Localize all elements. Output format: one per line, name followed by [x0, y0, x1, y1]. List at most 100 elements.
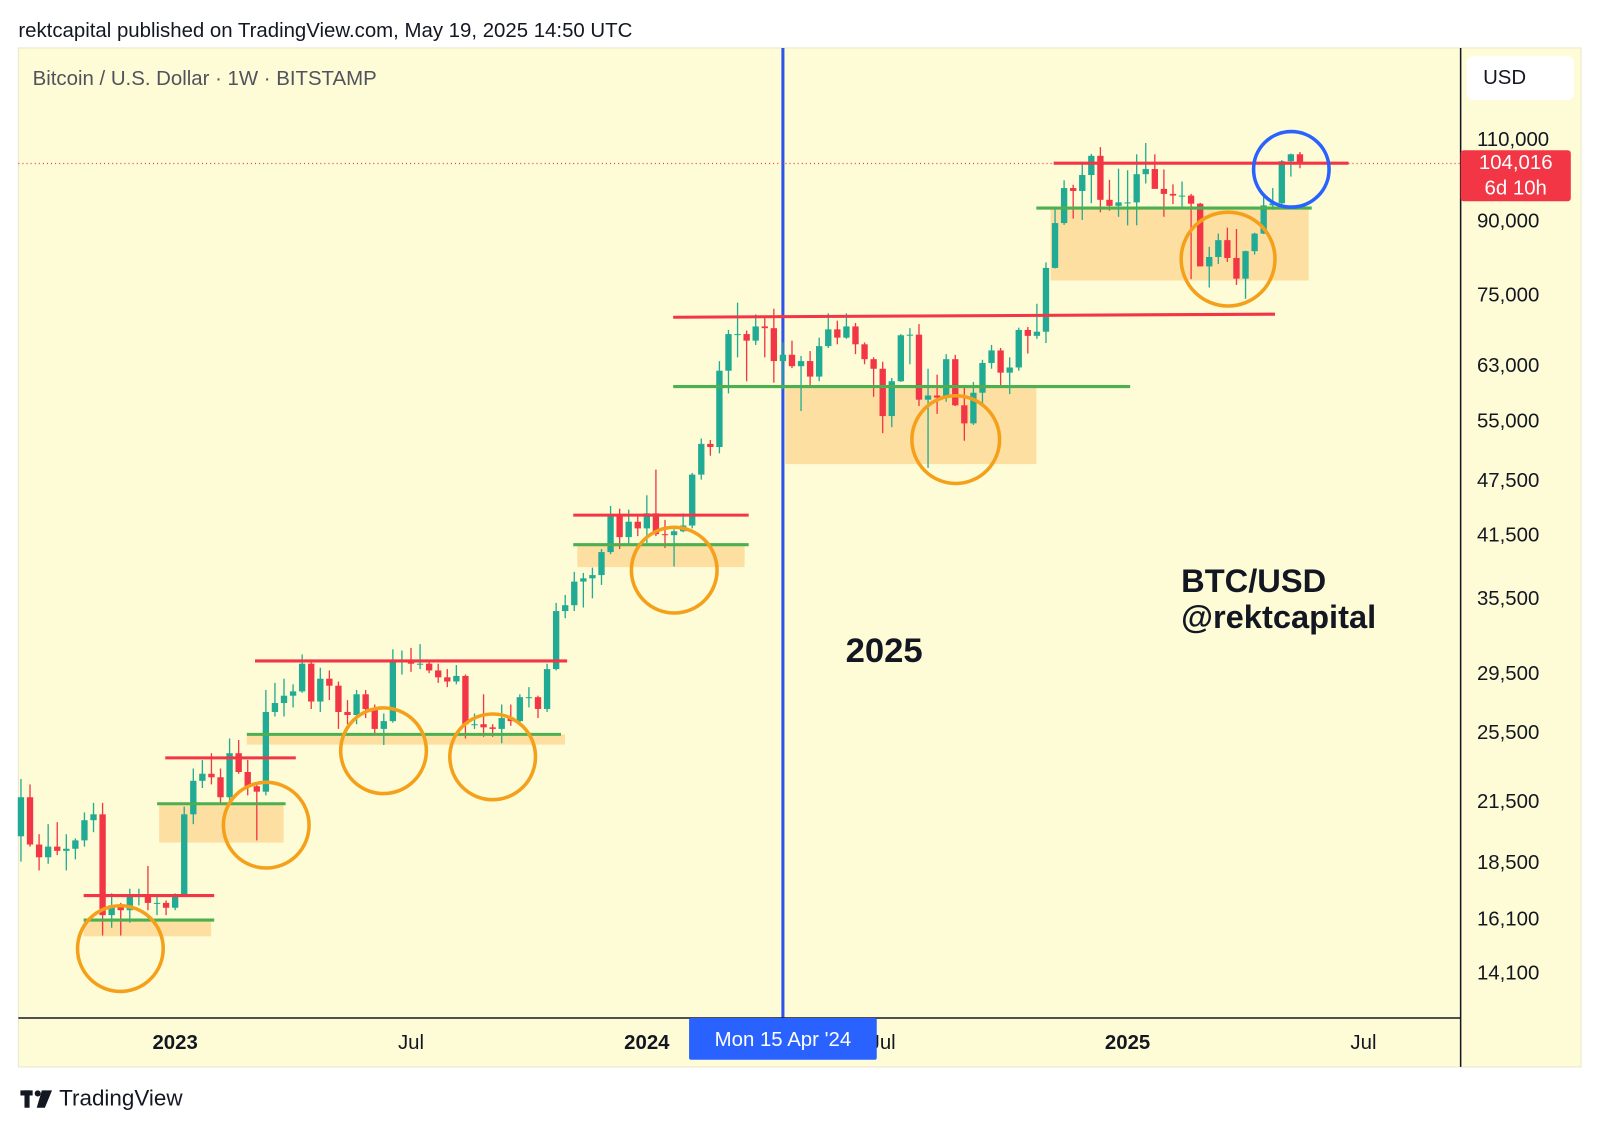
candle-body: [335, 685, 342, 712]
candle-body: [280, 695, 288, 704]
candle-body: [689, 474, 696, 526]
candle-body: [988, 350, 995, 363]
candle-body: [72, 840, 79, 849]
candle-body: [897, 335, 905, 382]
x-tick-label: 2023: [152, 1032, 197, 1054]
zone-box: [246, 734, 566, 745]
candle-body: [1260, 205, 1267, 234]
zone-box: [159, 803, 284, 843]
candle-body: [1196, 203, 1204, 267]
publish-header: rektcapital published on TradingView.com…: [18, 20, 632, 42]
candle-body: [462, 675, 469, 725]
candle-body: [734, 334, 741, 336]
retest-circle: [1179, 210, 1277, 308]
candle-body: [344, 711, 351, 715]
candle-body: [543, 669, 551, 709]
last-price-label: 104,016: [1479, 152, 1553, 174]
candle-body: [90, 814, 97, 821]
candle-body: [525, 697, 533, 699]
candle-body: [580, 578, 587, 582]
candle-body: [870, 359, 877, 369]
currency-button[interactable]: [1466, 56, 1574, 100]
candle-body: [235, 753, 242, 772]
candle-body: [199, 773, 206, 781]
candle-body: [244, 771, 251, 787]
breakout-circle: [1251, 129, 1331, 209]
candle-body: [435, 670, 442, 678]
candle-body: [661, 534, 669, 536]
candle-body: [1088, 155, 1095, 176]
candle-body: [362, 694, 369, 709]
candle-body: [961, 405, 968, 424]
annotation-text: BTC/USD: [1181, 562, 1326, 599]
candle-body: [1097, 155, 1104, 200]
retest-circle: [629, 525, 719, 615]
y-tick-label: 16,100: [1477, 909, 1539, 931]
candle-body: [1178, 195, 1186, 197]
candle-body: [806, 361, 814, 377]
candle-body: [952, 359, 959, 406]
retest-circle: [75, 903, 165, 994]
candle-body: [788, 354, 796, 367]
bar-countdown: 6d 10h: [1485, 177, 1547, 199]
candle-body: [81, 820, 88, 841]
x-tick-label: 2025: [1105, 1032, 1150, 1054]
candle-body: [389, 661, 397, 722]
y-tick-label: 14,100: [1477, 962, 1539, 984]
candle-body: [861, 344, 868, 360]
footer-brand: TradingView: [59, 1085, 183, 1110]
candle-body: [108, 905, 115, 916]
candle-body: [1115, 202, 1122, 206]
candle-body: [643, 513, 651, 529]
candle-body: [743, 334, 750, 341]
symbol-title: Bitcoin / U.S. Dollar · 1W · BITSTAMP: [33, 68, 377, 90]
candle-body: [1024, 329, 1032, 336]
candle-body: [707, 443, 714, 448]
candle-body: [226, 753, 233, 798]
crosshair-time-label: Mon 15 Apr '24: [715, 1029, 852, 1051]
candle-body: [979, 362, 986, 393]
candle-body: [126, 895, 133, 911]
candle-body: [725, 334, 732, 371]
candle-body: [670, 531, 678, 536]
candle-body: [698, 443, 705, 475]
candle-body: [843, 326, 850, 338]
candle-body: [634, 521, 641, 529]
candle-body: [262, 711, 270, 792]
x-tick-label: Jul: [1350, 1032, 1376, 1054]
candle-body: [1015, 329, 1022, 368]
candle-body: [289, 691, 297, 696]
candle-body: [308, 663, 315, 702]
candle-body: [1296, 154, 1304, 164]
candle-body: [970, 392, 977, 424]
candle-body: [35, 844, 43, 858]
candle-body: [190, 780, 197, 815]
candle-body: [1106, 199, 1113, 206]
candle-body: [117, 905, 124, 911]
candle-body: [1278, 161, 1285, 204]
logo-part: [36, 1090, 53, 1108]
candle-body: [879, 368, 886, 417]
candle-body: [54, 846, 61, 851]
candle-body: [1033, 331, 1041, 336]
currency-label: USD: [1483, 67, 1526, 89]
candle-body: [1079, 175, 1086, 191]
candle-body: [26, 797, 34, 845]
candle-body: [471, 724, 478, 726]
retest-circle: [910, 393, 1002, 486]
footer-logo: [20, 1090, 53, 1108]
retest-circle: [448, 712, 538, 802]
resistance-line: [673, 312, 1276, 319]
candle-body: [253, 786, 260, 792]
candle-body: [997, 350, 1004, 373]
candle-body: [153, 902, 161, 904]
candle-body: [1287, 154, 1295, 162]
y-tick-label: 18,500: [1477, 852, 1539, 874]
candle-body: [571, 581, 578, 606]
candle-body: [480, 724, 487, 728]
candle-body: [489, 727, 496, 729]
candle-body: [534, 697, 542, 709]
candle-body: [1224, 240, 1231, 258]
candle-body: [625, 521, 632, 538]
zone-box: [1050, 208, 1309, 281]
